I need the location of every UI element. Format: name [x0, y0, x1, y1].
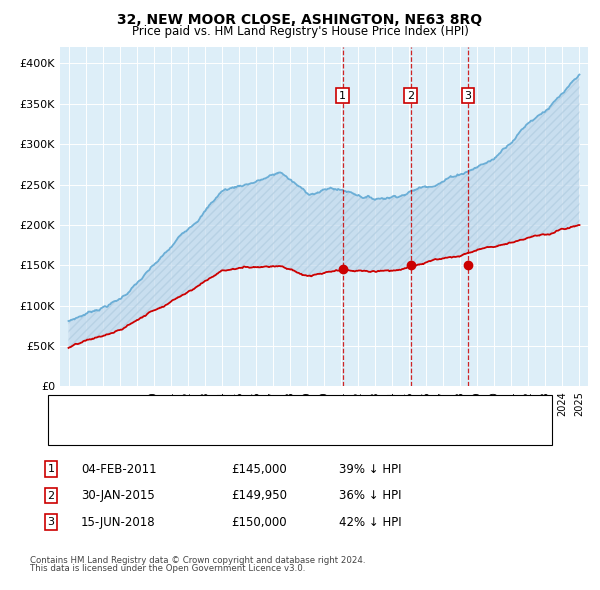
Text: Price paid vs. HM Land Registry's House Price Index (HPI): Price paid vs. HM Land Registry's House … [131, 25, 469, 38]
Text: £145,000: £145,000 [231, 463, 287, 476]
Text: £150,000: £150,000 [231, 516, 287, 529]
Text: £149,950: £149,950 [231, 489, 287, 502]
Text: ——: —— [61, 425, 86, 438]
Text: 42% ↓ HPI: 42% ↓ HPI [339, 516, 401, 529]
Text: 15-JUN-2018: 15-JUN-2018 [81, 516, 155, 529]
Text: HPI: Average price, detached house, Northumberland: HPI: Average price, detached house, Nort… [87, 427, 366, 437]
Text: 3: 3 [464, 91, 472, 101]
Text: 36% ↓ HPI: 36% ↓ HPI [339, 489, 401, 502]
Text: 1: 1 [339, 91, 346, 101]
Text: 1: 1 [47, 464, 55, 474]
Text: 2: 2 [47, 491, 55, 500]
Text: 3: 3 [47, 517, 55, 527]
Text: 32, NEW MOOR CLOSE, ASHINGTON, NE63 8RQ: 32, NEW MOOR CLOSE, ASHINGTON, NE63 8RQ [118, 13, 482, 27]
Text: This data is licensed under the Open Government Licence v3.0.: This data is licensed under the Open Gov… [30, 565, 305, 573]
Text: 30-JAN-2015: 30-JAN-2015 [81, 489, 155, 502]
Text: Contains HM Land Registry data © Crown copyright and database right 2024.: Contains HM Land Registry data © Crown c… [30, 556, 365, 565]
Text: 32, NEW MOOR CLOSE, ASHINGTON, NE63 8RQ (detached house): 32, NEW MOOR CLOSE, ASHINGTON, NE63 8RQ … [87, 404, 428, 414]
Text: 39% ↓ HPI: 39% ↓ HPI [339, 463, 401, 476]
Text: 04-FEB-2011: 04-FEB-2011 [81, 463, 157, 476]
Text: 2: 2 [407, 91, 414, 101]
Text: ——: —— [61, 403, 86, 416]
